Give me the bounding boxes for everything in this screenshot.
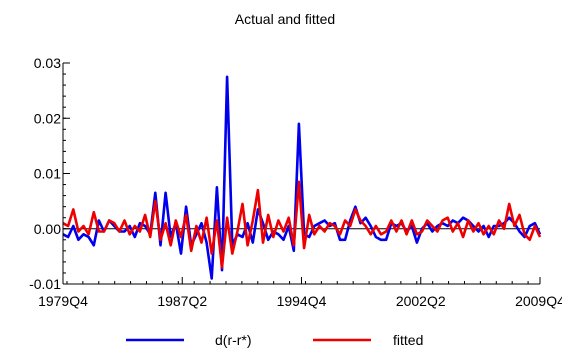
legend-actual-label: d(r-r*): [215, 332, 252, 348]
y-tick-label: 0.00: [34, 221, 61, 237]
x-tick-label: 2002Q2: [396, 293, 446, 309]
plot-area: [62, 75, 542, 280]
series-line-actual: [62, 75, 542, 280]
chart-title: Actual and fitted: [235, 11, 335, 27]
x-tick-label: 1994Q4: [277, 293, 327, 309]
x-tick-label: 2009Q4: [515, 293, 562, 309]
x-tick-label: 1979Q4: [38, 293, 88, 309]
y-tick-label: -0.01: [29, 276, 61, 292]
y-tick-label: 0.01: [34, 166, 61, 182]
x-tick-label: 1987Q2: [157, 293, 207, 309]
y-tick-label: 0.03: [34, 55, 61, 71]
legend: d(r-r*) fitted: [126, 332, 423, 348]
axes: -0.01 0.00 0.01 0.02 0.03 1979Q4 1987Q2 1994Q4 2…: [29, 55, 562, 309]
series-line-fitted: [62, 180, 542, 269]
legend-fitted-label: fitted: [393, 332, 423, 348]
y-tick-label: 0.02: [34, 110, 61, 126]
